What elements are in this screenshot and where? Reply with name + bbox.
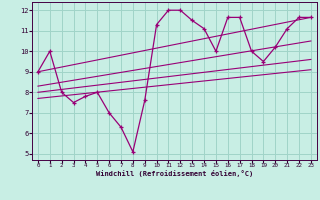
X-axis label: Windchill (Refroidissement éolien,°C): Windchill (Refroidissement éolien,°C) — [96, 170, 253, 177]
